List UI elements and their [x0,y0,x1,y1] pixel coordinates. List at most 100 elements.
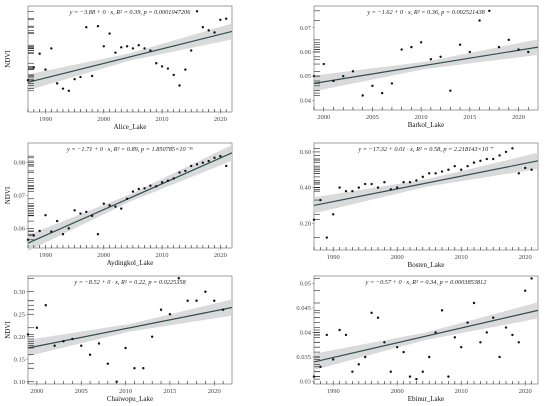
data-point [396,186,399,189]
data-point [419,41,423,44]
data-point [213,299,216,302]
x-tick-label: 2010 [156,252,169,259]
y-tick-label: 0.05 [300,73,311,80]
y-tick-label: 0.15 [14,356,25,363]
x-tick-label: 2000 [97,252,110,259]
data-point [389,188,392,191]
data-point [120,207,123,210]
data-point [35,326,39,329]
data-point [143,47,146,50]
data-point [376,316,380,319]
data-point [142,367,145,370]
x-tick-label: 2015 [463,114,476,121]
data-point [149,184,152,187]
data-point [332,358,335,361]
x-axis-label: Alice_Lake [114,123,147,131]
y-tick-label: 0.20 [14,334,25,341]
data-point [195,10,199,13]
data-point [351,370,354,373]
data-point [434,172,437,175]
data-point [44,304,47,307]
data-point [172,177,175,180]
data-point [97,342,101,345]
data-point [458,43,462,46]
data-point [370,182,373,186]
data-point [511,147,514,150]
x-tick-label: 2020 [519,388,532,395]
x-tick-label: 2010 [415,114,428,121]
data-point [201,161,205,164]
data-point [85,26,88,29]
y-tick-label: 0.04 [300,329,312,336]
data-point [415,377,418,381]
data-point [434,331,437,334]
data-point [178,84,181,87]
data-point [460,345,463,349]
y-tick-label: 0.08 [14,160,25,167]
data-point [71,337,74,341]
data-point [221,308,225,311]
data-point [408,181,412,184]
data-point [485,157,488,161]
data-point [178,171,181,174]
x-tick-label: 2005 [75,388,88,395]
data-point [207,29,210,32]
data-point [517,341,520,344]
data-point [380,91,384,95]
data-point [439,55,442,58]
y-axis-label: NDVI [4,321,12,339]
data-point [149,49,152,52]
data-point [38,229,41,233]
data-point [325,333,328,337]
data-point [79,75,82,79]
data-point [447,375,450,378]
regression-line [313,309,539,363]
x-tick-label: 2020 [512,114,525,121]
data-point [166,67,170,70]
data-point [488,9,491,13]
x-axis-label: Barkol_Lake [408,121,445,129]
data-point [527,50,530,54]
data-point [429,58,433,61]
data-point [219,18,222,21]
data-point [96,24,100,28]
data-point [190,49,193,52]
panel-5: 2000 2005 2010 2015 2020 0.10 0.15 0.20 0.25 0.30… [4,275,233,403]
x-tick-label: 2010 [156,116,169,123]
x-tick-label: 1990 [327,388,340,395]
x-tick-label: 2000 [30,388,43,395]
x-axis-label: Aydingkol_Lake [107,259,154,267]
data-point [207,159,210,163]
data-point [160,65,164,68]
data-point [124,346,127,350]
data-point [428,355,431,359]
data-point [67,89,71,93]
data-point [338,328,341,332]
data-point [364,355,367,359]
y-tick-label: 0.20 [300,220,311,227]
data-point [479,159,482,163]
data-point [492,316,495,319]
y-tick-label: 0.30 [14,289,25,296]
data-point [106,362,110,365]
data-point [421,370,424,373]
y-tick-label: 0.06 [14,225,26,232]
data-point [517,172,520,175]
data-point [184,68,187,71]
plot-frame [313,275,539,385]
data-point [137,187,140,191]
data-point [88,353,92,356]
data-point [453,164,456,168]
data-point [79,212,82,215]
data-point [524,289,527,292]
x-axis-label: Chaiwopu_Lake [107,395,153,403]
data-point [421,175,424,179]
data-point [449,89,452,92]
y-tick-label: 0.40 [300,185,311,192]
data-point [73,209,76,212]
data-point [453,336,456,339]
data-point [351,70,355,73]
data-point [511,333,514,337]
data-point [517,48,520,51]
